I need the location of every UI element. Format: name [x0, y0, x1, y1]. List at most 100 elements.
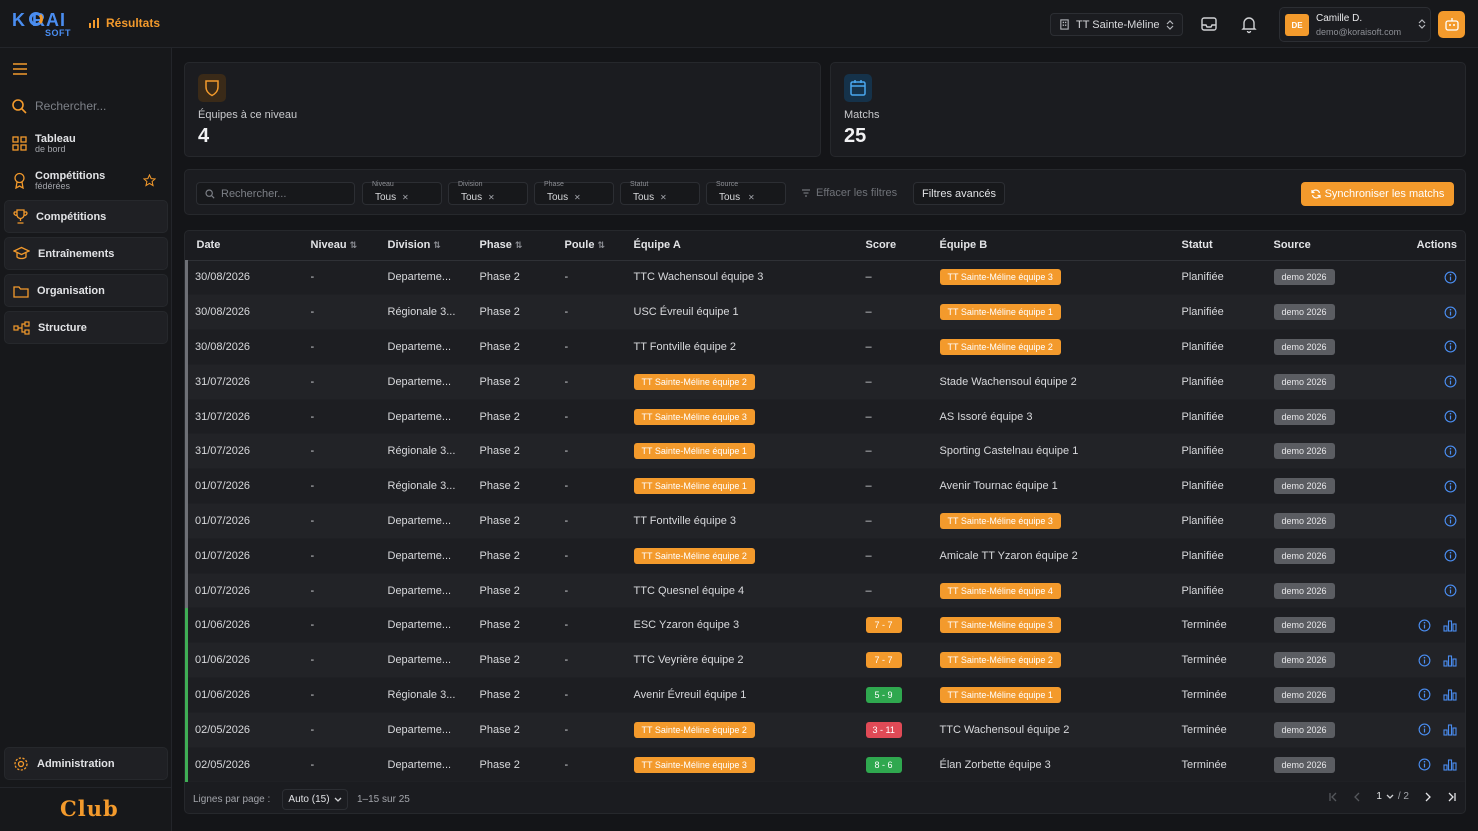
filter-value: Tous — [719, 192, 741, 203]
info-icon[interactable] — [1444, 584, 1457, 597]
search-input[interactable]: Rechercher... — [196, 182, 355, 205]
info-icon[interactable] — [1444, 514, 1457, 527]
column-header-source[interactable]: Source — [1273, 231, 1384, 261]
cell-equipe-b: TT Sainte-Méline équipe 3 — [939, 260, 1182, 296]
sort-icon[interactable]: ⇅ — [349, 240, 358, 251]
stats-icon[interactable] — [1443, 688, 1457, 702]
filter-source[interactable]: Source Tous ✕ — [706, 181, 786, 205]
stats-icon[interactable] — [1443, 654, 1457, 667]
next-page-icon[interactable] — [1423, 792, 1433, 802]
teams-stat-card: Équipes à ce niveau 4 — [184, 62, 821, 157]
cell-poule: - — [564, 503, 634, 539]
clear-filter-icon[interactable]: ✕ — [660, 193, 667, 202]
table-row[interactable]: 30/08/2026 - Departeme... Phase 2 - TT Fontvi… — [185, 329, 1465, 365]
info-icon[interactable] — [1418, 723, 1431, 736]
column-header-equipe-b[interactable]: Équipe B — [939, 231, 1182, 261]
stats-icon[interactable] — [1443, 723, 1457, 736]
menu-icon[interactable] — [12, 62, 28, 76]
filter-phase[interactable]: Phase Tous ✕ — [534, 181, 614, 205]
info-icon[interactable] — [1418, 654, 1431, 667]
breadcrumb[interactable]: Résultats — [88, 16, 160, 30]
table-row[interactable]: 31/07/2026 - Departeme... Phase 2 - TT Sainte… — [185, 399, 1465, 435]
sidebar-item-organisation[interactable]: Organisation — [4, 274, 168, 307]
user-menu[interactable]: DE Camille D. demo@koraisoft.com — [1279, 7, 1431, 42]
sort-icon[interactable]: ⇅ — [514, 240, 523, 251]
column-header-phase[interactable]: Phase ⇅ — [479, 231, 565, 261]
rows-per-page-select[interactable]: Auto (15) — [282, 789, 348, 810]
info-icon[interactable] — [1444, 480, 1457, 493]
clear-filters-button[interactable]: Effacer les filtres — [801, 187, 897, 199]
inbox-icon[interactable] — [1199, 14, 1219, 34]
column-header-score[interactable]: Score — [865, 231, 940, 261]
sidebar-item-trainings[interactable]: Entraînements — [4, 237, 168, 270]
clear-filter-icon[interactable]: ✕ — [574, 193, 581, 202]
table-row[interactable]: 01/07/2026 - Departeme... Phase 2 - TT Sainte… — [185, 538, 1465, 574]
info-icon[interactable] — [1444, 306, 1457, 319]
column-header-niveau[interactable]: Niveau ⇅ — [310, 231, 388, 261]
info-icon[interactable] — [1418, 688, 1431, 701]
advanced-filters-button[interactable]: Filtres avancés — [913, 182, 1005, 205]
info-icon[interactable] — [1418, 619, 1431, 632]
sidebar-item-administration[interactable]: Administration — [4, 747, 168, 780]
page-select[interactable]: 1 / 2 — [1376, 791, 1409, 802]
info-icon[interactable] — [1444, 340, 1457, 353]
sort-icon[interactable]: ⇅ — [597, 240, 605, 251]
table-row[interactable]: 30/08/2026 - Departeme... Phase 2 - TTC Wache… — [185, 260, 1465, 296]
sidebar-item-structure[interactable]: Structure — [4, 311, 168, 344]
cell-actions — [1383, 712, 1465, 748]
stats-icon[interactable] — [1443, 758, 1457, 771]
table-row[interactable]: 01/06/2026 - Departeme... Phase 2 - TTC Veyri… — [185, 642, 1465, 679]
star-icon[interactable] — [143, 173, 156, 187]
source-badge: demo 2026 — [1273, 617, 1335, 634]
phase-text: Phase 2 — [479, 445, 520, 458]
filter-niveau[interactable]: Niveau Tous ✕ — [362, 181, 442, 205]
sort-icon[interactable]: ⇅ — [433, 240, 441, 251]
column-header-poule[interactable]: Poule ⇅ — [564, 231, 634, 261]
team-name: Avenir Évreuil équipe 1 — [633, 688, 747, 701]
sync-matches-button[interactable]: Synchroniser les matchs — [1301, 182, 1454, 206]
filter-division[interactable]: Division Tous ✕ — [448, 181, 528, 205]
info-icon[interactable] — [1418, 758, 1431, 771]
table-row[interactable]: 02/05/2026 - Departeme... Phase 2 - TT Sainte… — [185, 712, 1465, 748]
column-header-date[interactable]: Date — [186, 231, 311, 261]
info-icon[interactable] — [1444, 445, 1457, 458]
table-row[interactable]: 30/08/2026 - Régionale 3... Phase 2 - USC Évr… — [185, 294, 1465, 331]
info-icon[interactable] — [1444, 375, 1457, 388]
table-row[interactable]: 02/05/2026 - Departeme... Phase 2 - TT Sainte… — [185, 747, 1465, 783]
cell-score: 3 - 11 — [865, 712, 940, 748]
team-name: Élan Zorbette équipe 3 — [939, 758, 1051, 771]
info-icon[interactable] — [1444, 549, 1457, 562]
first-page-icon[interactable] — [1328, 792, 1338, 802]
sidebar-item-federal-competitions[interactable]: Compétitions fédérées — [4, 168, 164, 192]
clear-filter-icon[interactable]: ✕ — [488, 193, 495, 202]
cell-poule: - — [564, 607, 634, 644]
sidebar-search[interactable]: Rechercher... — [11, 98, 106, 114]
column-header-equipe-a[interactable]: Équipe A — [633, 231, 866, 261]
table-row[interactable]: 01/06/2026 - Departeme... Phase 2 - ESC Yzaro… — [185, 607, 1465, 644]
sidebar-item-dashboard[interactable]: Tableau de bord — [4, 131, 168, 155]
clear-filter-icon[interactable]: ✕ — [748, 193, 755, 202]
column-header-statut[interactable]: Statut — [1181, 231, 1274, 261]
prev-page-icon[interactable] — [1352, 792, 1362, 802]
status-text: Planifiée — [1181, 375, 1224, 388]
filter-label: Niveau — [372, 181, 394, 188]
table-row[interactable]: 01/07/2026 - Departeme... Phase 2 - TT Fontvi… — [185, 503, 1465, 539]
stats-icon[interactable] — [1443, 619, 1457, 632]
sidebar-item-competitions[interactable]: Compétitions — [4, 200, 168, 233]
info-icon[interactable] — [1444, 410, 1457, 423]
table-row[interactable]: 01/06/2026 - Régionale 3... Phase 2 - Avenir … — [185, 677, 1465, 713]
filter-statut[interactable]: Statut Tous ✕ — [620, 181, 700, 205]
clear-filter-icon[interactable]: ✕ — [402, 193, 409, 202]
bell-icon[interactable] — [1239, 14, 1259, 34]
table-row[interactable]: 01/07/2026 - Régionale 3... Phase 2 - TT Sain… — [185, 468, 1465, 505]
table-row[interactable]: 31/07/2026 - Departeme... Phase 2 - TT Sainte… — [185, 364, 1465, 400]
koraisoft-logo[interactable]: K RAI SOFT — [12, 10, 72, 38]
info-icon[interactable] — [1444, 271, 1457, 284]
last-page-icon[interactable] — [1447, 792, 1457, 802]
assistant-button[interactable] — [1438, 11, 1465, 38]
score-badge: 3 - 11 — [865, 721, 902, 738]
table-row[interactable]: 31/07/2026 - Régionale 3... Phase 2 - TT Sain… — [185, 433, 1465, 470]
table-row[interactable]: 01/07/2026 - Departeme... Phase 2 - TTC Quesn… — [185, 573, 1465, 609]
club-selector[interactable]: TT Sainte-Méline — [1050, 13, 1183, 36]
column-header-division[interactable]: Division ⇅ — [387, 231, 480, 261]
